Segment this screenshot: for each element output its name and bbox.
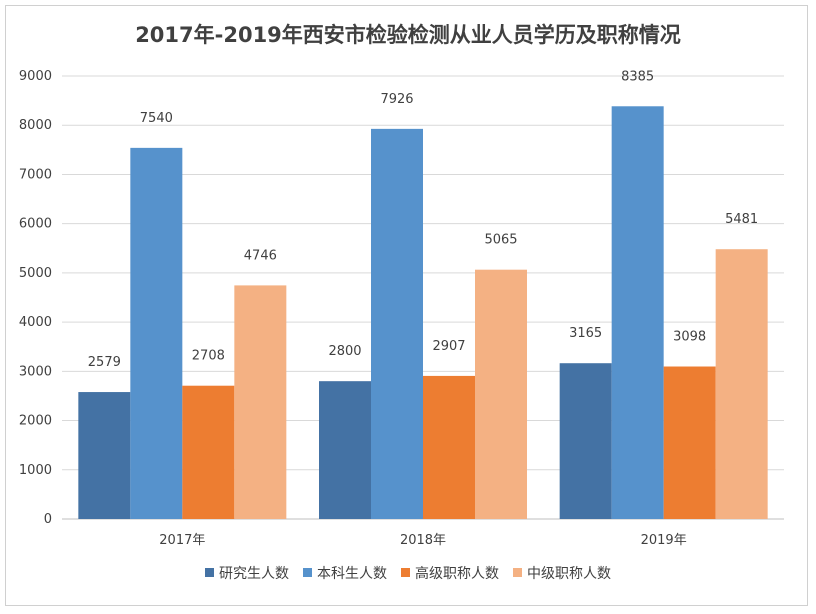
data-label: 5065	[484, 233, 517, 248]
data-labels: 2579 7540 2708 4746 2800 7926 2907 5065 3165 8385…	[88, 69, 758, 370]
legend-swatch	[513, 568, 522, 577]
bar	[182, 385, 235, 519]
y-tick-label: 1000	[19, 463, 52, 478]
bar	[611, 106, 664, 519]
legend-swatch	[205, 568, 214, 577]
data-label: 3165	[569, 326, 602, 341]
y-tick-label: 9000	[19, 69, 52, 84]
bar	[715, 249, 768, 519]
bar	[78, 392, 131, 519]
legend-label: 研究生人数	[219, 566, 289, 582]
bar	[663, 366, 716, 519]
bar	[371, 128, 423, 519]
bar	[423, 375, 475, 519]
data-label: 2579	[88, 355, 121, 370]
y-tick-label: 6000	[19, 217, 52, 232]
y-tick-label: 4000	[19, 315, 52, 330]
data-label: 5481	[725, 212, 758, 227]
bar	[130, 147, 183, 519]
legend-swatch	[401, 568, 410, 577]
data-label: 2907	[432, 339, 465, 354]
bars	[78, 106, 768, 519]
bar	[559, 363, 612, 519]
data-label: 4746	[244, 248, 277, 263]
data-label: 8385	[621, 69, 654, 84]
x-tick-label: 2017年	[159, 533, 205, 548]
y-tick-label: 0	[44, 512, 52, 527]
y-axis-ticks: 0 1000 2000 3000 4000 5000 6000 7000 8000 9000	[19, 69, 52, 527]
data-label: 2708	[192, 349, 225, 364]
x-tick-label: 2019年	[641, 533, 687, 548]
data-label: 7540	[140, 111, 173, 126]
bar	[234, 285, 287, 519]
legend-swatch	[303, 568, 312, 577]
data-label: 7926	[380, 92, 413, 107]
legend-label: 高级职称人数	[415, 565, 499, 582]
x-tick-label: 2018年	[400, 533, 446, 548]
legend-label: 本科生人数	[317, 566, 387, 582]
data-label: 3098	[673, 330, 706, 345]
y-tick-label: 8000	[19, 118, 52, 133]
y-tick-label: 7000	[19, 167, 52, 182]
x-axis-ticks: 2017年 2018年 2019年	[159, 533, 686, 548]
chart-title: 2017年-2019年西安市检验检测从业人员学历及职称情况	[135, 23, 681, 47]
legend-label: 中级职称人数	[527, 566, 611, 582]
y-tick-label: 3000	[19, 364, 52, 379]
bar	[475, 269, 527, 519]
bar	[319, 381, 371, 519]
legend: 研究生人数 本科生人数 高级职称人数 中级职称人数	[205, 565, 611, 582]
y-tick-label: 2000	[19, 414, 52, 429]
y-tick-label: 5000	[19, 266, 52, 281]
data-label: 2800	[328, 344, 361, 359]
